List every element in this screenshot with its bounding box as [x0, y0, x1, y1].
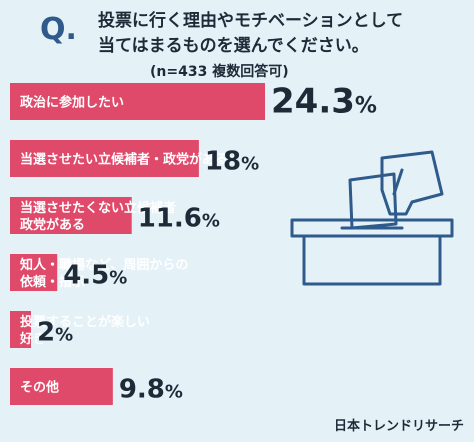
- sample-size-note: (n=433 複数回答可): [150, 64, 289, 80]
- bar-5: [10, 368, 113, 405]
- value-number-0: 24.3: [271, 82, 355, 122]
- category-label-2-0: 当選させたくない立候補者: [20, 200, 176, 216]
- bar-3: [10, 254, 58, 291]
- question-mark-label: Q.: [40, 12, 77, 47]
- question-title: 投票に行く理由やモチベーションとして 当てはまるものを選んでください。: [98, 9, 468, 59]
- category-label-3-1: 依頼・指示: [20, 274, 85, 290]
- value-label-4: 2%: [37, 318, 73, 348]
- category-label-0-0: 政治に参加したい: [20, 95, 124, 111]
- ballot-box-icon: [290, 150, 454, 286]
- category-label-4-1: 好き: [19, 331, 46, 347]
- value-unit-4: %: [55, 325, 73, 346]
- value-label-5: 9.8%: [119, 375, 183, 405]
- question-title-line1: 投票に行く理由やモチベーションとして: [98, 11, 404, 31]
- value-unit-3: %: [109, 268, 127, 289]
- category-label-3-0: 知人・職場など、周囲からの: [20, 257, 188, 273]
- value-label-2: 11.6%: [138, 204, 220, 234]
- value-unit-0: %: [355, 94, 377, 119]
- value-unit-1: %: [241, 154, 259, 175]
- value-number-4: 2: [37, 318, 55, 348]
- bar-4: [10, 311, 31, 348]
- bar-2: [10, 197, 132, 234]
- category-label-2-1: 政党がある: [20, 217, 85, 233]
- category-label-1-0: 当選させたい立候補者・政党がある: [20, 152, 228, 168]
- source-credit: 日本トレンドリサーチ: [333, 419, 464, 434]
- value-number-1: 18: [205, 147, 241, 177]
- value-number-5: 9.8: [119, 375, 165, 405]
- value-label-3: 4.5%: [63, 261, 127, 291]
- value-unit-2: %: [202, 211, 220, 232]
- value-unit-5: %: [165, 382, 183, 403]
- bar-1: [10, 140, 199, 177]
- question-title-line2: 当てはまるものを選んでください。: [98, 36, 369, 56]
- category-label-4-0: 投票することが楽しい: [20, 314, 150, 330]
- bar-0: [10, 83, 265, 120]
- value-number-2: 11.6: [138, 204, 202, 234]
- value-label-1: 18%: [205, 147, 259, 177]
- category-label-5-0: その他: [20, 380, 59, 396]
- value-label-0: 24.3%: [271, 82, 377, 122]
- value-number-3: 4.5: [63, 261, 109, 291]
